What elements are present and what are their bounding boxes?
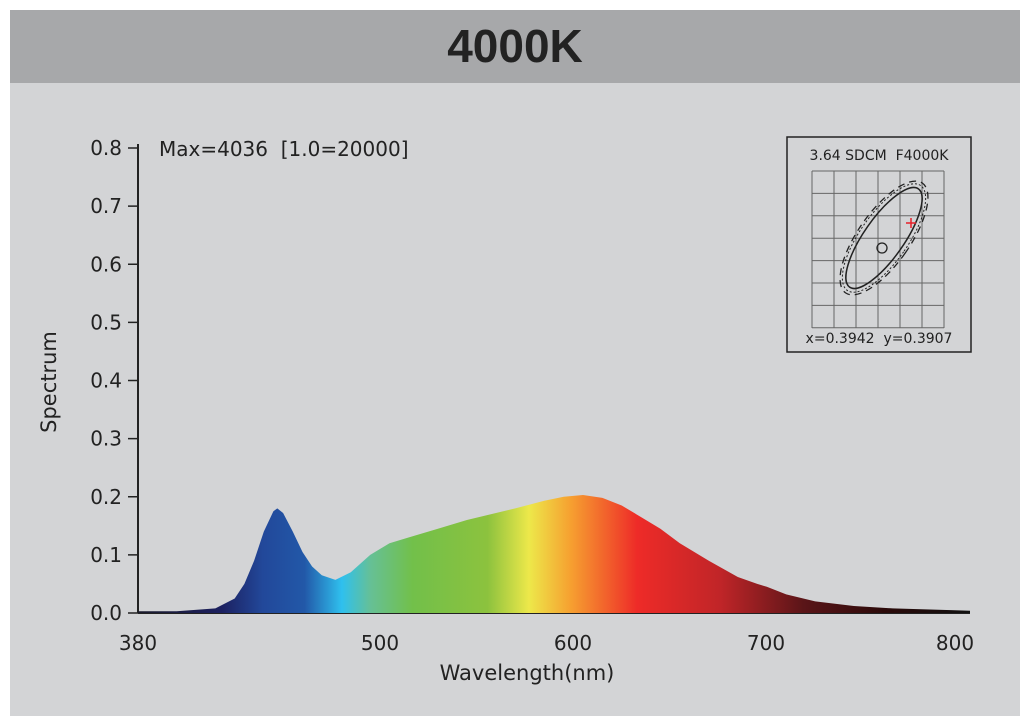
target-point-circle <box>876 242 888 254</box>
dotted-ellipse <box>841 183 927 293</box>
y-tick-label: 0.8 <box>90 136 122 160</box>
spectrum-area <box>138 495 970 613</box>
y-tick-label: 0.3 <box>90 427 122 451</box>
y-tick-label: 0.1 <box>90 543 122 567</box>
y-tick-label: 0.0 <box>90 601 122 625</box>
x-tick-label: 380 <box>119 631 157 655</box>
cie-inset: 3.64 SDCM F4000K x=0.3942 y=0.3907 <box>786 136 972 353</box>
inset-title: 3.64 SDCM F4000K <box>810 148 950 164</box>
y-tick-label: 0.4 <box>90 369 122 393</box>
y-tick-label: 0.5 <box>90 310 122 334</box>
x-tick-label: 700 <box>747 631 785 655</box>
page-title: 4000K <box>10 10 1020 83</box>
max-annotation: Max=4036 [1.0=20000] <box>159 137 409 161</box>
inset-border <box>786 136 972 353</box>
y-tick-label: 0.7 <box>90 194 122 218</box>
x-tick-label: 500 <box>361 631 399 655</box>
outer-ellipse <box>839 180 929 296</box>
x-tick-label: 600 <box>554 631 592 655</box>
inset-grid <box>811 170 945 329</box>
measured-point-marker <box>906 218 916 228</box>
y-tick-label: 0.2 <box>90 485 122 509</box>
inner-ellipse <box>845 186 923 290</box>
spectrum-chart: 0.0 0.1 0.2 0.3 0.4 0.5 0.6 0.7 0.8 380 500 600 700 8… <box>37 136 974 685</box>
inset-coordinates: x=0.3942 y=0.3907 <box>806 331 953 347</box>
x-axis-label: Wavelength(nm) <box>440 661 615 685</box>
chart-frame: 4000K 0.0 0.1 0.2 0.3 0.4 0.5 0.6 0.7 0.8 380 500 6… <box>10 10 1020 716</box>
x-tick-label: 800 <box>936 631 974 655</box>
y-axis-label: Spectrum <box>37 331 61 433</box>
y-tick-label: 0.6 <box>90 252 122 276</box>
